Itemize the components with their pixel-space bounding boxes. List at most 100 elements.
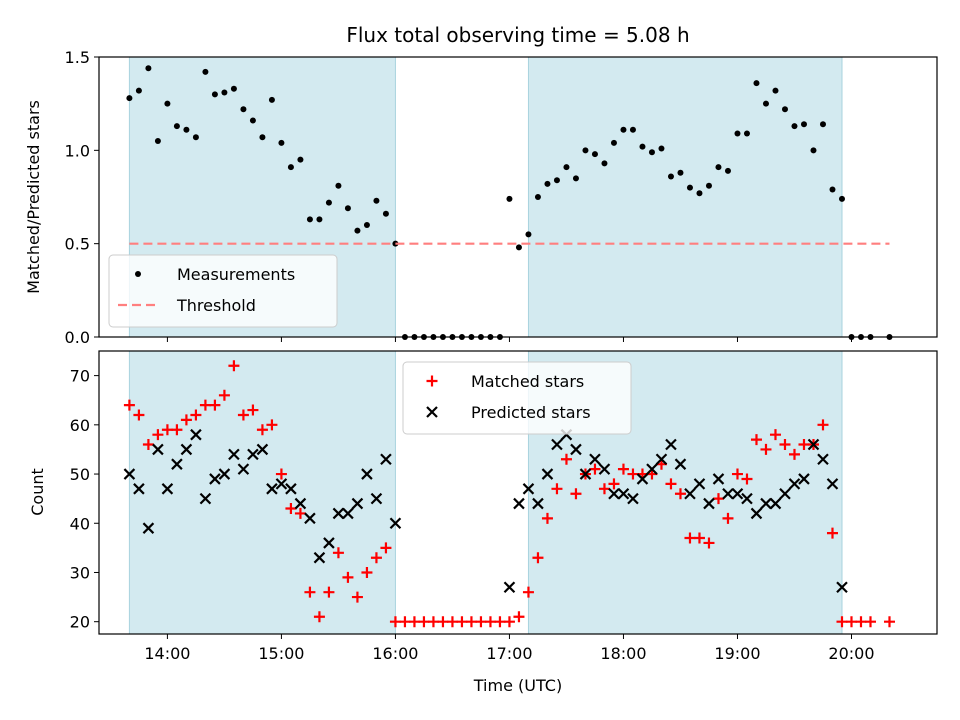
x-tick-label: 20:00 xyxy=(828,644,874,663)
data-point xyxy=(791,123,798,130)
x-tick-label: 14:00 xyxy=(144,644,190,663)
data-point xyxy=(513,611,525,623)
legend-label: Matched stars xyxy=(471,372,584,391)
y-tick-label: 1.0 xyxy=(65,141,90,160)
data-point xyxy=(534,194,541,200)
data-point xyxy=(123,399,135,411)
data-point xyxy=(294,497,307,510)
observing-window-shade xyxy=(128,350,396,635)
data-point xyxy=(332,547,344,559)
data-point xyxy=(437,616,449,628)
data-point xyxy=(541,512,553,524)
y-tick-label: 0.0 xyxy=(65,328,90,347)
data-point xyxy=(344,205,351,212)
data-point xyxy=(370,492,383,505)
data-point xyxy=(522,586,534,598)
data-point xyxy=(446,616,458,628)
data-point xyxy=(465,616,477,628)
data-point xyxy=(769,497,782,510)
data-point xyxy=(750,507,763,520)
data-point xyxy=(579,468,592,480)
data-point xyxy=(674,458,687,470)
data-point xyxy=(836,581,848,594)
data-point xyxy=(389,616,401,628)
data-point xyxy=(399,616,411,628)
data-point xyxy=(800,121,807,128)
top-panel-title: Flux total observing time = 5.08 h xyxy=(346,23,689,47)
x-tick-label: 15:00 xyxy=(258,644,304,663)
data-point xyxy=(817,453,829,466)
data-point xyxy=(532,552,544,564)
data-point xyxy=(335,182,342,189)
data-point xyxy=(693,532,705,544)
data-point xyxy=(722,512,734,524)
data-point xyxy=(164,100,171,107)
legend-box xyxy=(108,254,338,328)
data-point xyxy=(199,492,212,505)
data-point xyxy=(173,123,180,130)
data-point xyxy=(627,468,639,480)
data-point xyxy=(855,616,867,628)
data-point xyxy=(762,100,769,107)
data-point xyxy=(572,175,579,182)
series-measurements xyxy=(126,65,893,340)
data-point xyxy=(180,414,192,426)
data-point xyxy=(617,463,629,475)
data-point xyxy=(570,443,582,456)
data-point xyxy=(351,497,364,510)
legend: Matched stars Predicted stars xyxy=(402,361,632,435)
data-point xyxy=(563,164,570,171)
data-point xyxy=(126,95,133,102)
data-point xyxy=(582,147,589,154)
data-point xyxy=(427,616,439,628)
data-point xyxy=(247,404,259,416)
data-point xyxy=(553,177,560,184)
data-point xyxy=(323,586,335,598)
data-point xyxy=(627,492,639,505)
data-point xyxy=(506,195,513,202)
data-point xyxy=(674,488,686,500)
data-point xyxy=(665,478,677,490)
y-tick-label: 20 xyxy=(70,613,90,632)
data-point xyxy=(266,483,278,495)
y-tick-label: 1.5 xyxy=(65,48,90,67)
data-point xyxy=(826,527,838,539)
legend-swatch xyxy=(426,375,438,387)
x-tick-label: 17:00 xyxy=(486,644,532,663)
data-point xyxy=(133,483,145,495)
data-point xyxy=(313,551,326,564)
series-predicted-stars xyxy=(123,428,848,594)
data-point xyxy=(712,493,724,505)
data-point xyxy=(256,443,269,456)
data-point xyxy=(373,197,380,204)
data-point xyxy=(798,439,810,451)
data-point xyxy=(781,106,788,113)
data-point xyxy=(304,512,316,525)
data-point xyxy=(639,143,646,150)
data-point xyxy=(665,438,677,451)
y-tick-label: 60 xyxy=(70,416,90,435)
data-point xyxy=(456,616,468,628)
y-tick-label: 0.5 xyxy=(65,235,90,254)
data-point xyxy=(202,68,209,75)
data-point xyxy=(503,581,516,594)
data-point xyxy=(826,478,839,490)
data-point xyxy=(753,80,760,87)
data-point xyxy=(142,522,155,534)
data-point xyxy=(190,428,202,441)
data-point xyxy=(703,537,715,549)
data-point xyxy=(259,134,266,141)
data-point xyxy=(551,438,563,451)
data-point xyxy=(382,210,389,217)
data-point xyxy=(836,616,848,628)
data-point xyxy=(192,134,199,141)
data-point xyxy=(211,91,218,98)
data-point xyxy=(883,616,895,628)
data-point xyxy=(731,468,743,480)
data-point xyxy=(684,532,696,544)
data-point xyxy=(760,497,772,510)
data-point xyxy=(667,173,674,180)
data-point xyxy=(788,448,800,460)
data-point xyxy=(363,222,370,228)
data-point xyxy=(636,473,649,485)
